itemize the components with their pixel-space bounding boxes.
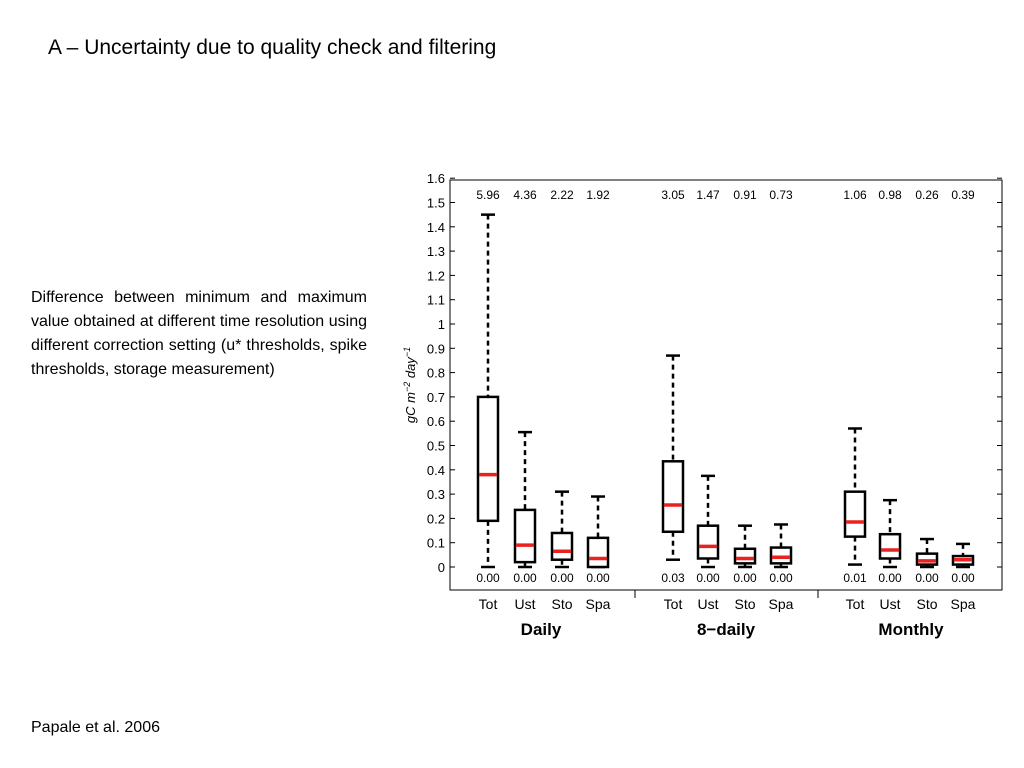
box-iqr: [915, 552, 939, 566]
box-iqr: [513, 508, 537, 564]
y-tick-label: 0.4: [427, 463, 445, 478]
y-tick-label: 0.1: [427, 536, 445, 551]
y-tick-label: 0.3: [427, 487, 445, 502]
x-tick-label: Ust: [880, 596, 901, 612]
slide-title: A – Uncertainty due to quality check and…: [48, 36, 497, 59]
box-iqr: [733, 547, 757, 565]
x-tick-label: Sto: [916, 596, 937, 612]
citation: Papale et al. 2006: [31, 719, 160, 736]
y-axis-label-part: −1: [402, 347, 412, 357]
box-bottom-label: 0.00: [878, 571, 902, 585]
x-tick-label: Spa: [951, 596, 976, 612]
box-top-label: 0.98: [878, 188, 902, 202]
box-bottom-label: 0.00: [951, 571, 975, 585]
box-top-label: 3.05: [661, 188, 685, 202]
y-tick-label: 0.8: [427, 366, 445, 381]
box-top-label: 0.26: [915, 188, 939, 202]
box-iqr: [843, 490, 867, 538]
y-tick-label: 0.9: [427, 341, 445, 356]
plot-frame: [449, 179, 1003, 591]
group-label: 8−daily: [697, 620, 756, 639]
group-label: Daily: [521, 620, 562, 639]
boxplot-chart: 00.10.20.30.40.50.60.70.80.911.11.21.31.…: [402, 171, 1003, 639]
box-top-label: 5.96: [476, 188, 500, 202]
box-bottom-label: 0.00: [586, 571, 610, 585]
box-bottom-label: 0.00: [915, 571, 939, 585]
group-label: Monthly: [878, 620, 944, 639]
y-tick-label: 1.2: [427, 268, 445, 283]
box-iqr: [878, 532, 902, 560]
box-iqr: [476, 395, 500, 523]
y-axis-label-part: day: [403, 356, 418, 382]
box-iqr: [550, 531, 574, 561]
box-bottom-label: 0.00: [550, 571, 574, 585]
box-top-label: 0.91: [733, 188, 757, 202]
box-bottom-label: 0.01: [843, 571, 867, 585]
y-tick-label: 1.6: [427, 171, 445, 186]
box-top-label: 1.92: [586, 188, 610, 202]
box-top-label: 0.39: [951, 188, 975, 202]
box-bottom-label: 0.03: [661, 571, 685, 585]
x-tick-label: Ust: [698, 596, 719, 612]
box-top-label: 1.47: [696, 188, 720, 202]
y-tick-label: 0.6: [427, 414, 445, 429]
x-tick-label: Tot: [664, 596, 683, 612]
x-tick-label: Spa: [586, 596, 611, 612]
y-tick-label: 1.3: [427, 244, 445, 259]
box-top-label: 4.36: [513, 188, 537, 202]
y-tick-label: 1.1: [427, 293, 445, 308]
y-tick-label: 1.5: [427, 196, 445, 211]
box-bottom-label: 0.00: [769, 571, 793, 585]
y-axis-label-part: gC m: [403, 392, 418, 423]
box-bottom-label: 0.00: [476, 571, 500, 585]
x-tick-label: Spa: [769, 596, 794, 612]
description-text: Difference between minimum and maximum v…: [31, 289, 367, 378]
box-top-label: 1.06: [843, 188, 867, 202]
box-top-label: 0.73: [769, 188, 793, 202]
y-tick-label: 0: [438, 560, 445, 575]
y-tick-label: 0.7: [427, 390, 445, 405]
box-bottom-label: 0.00: [696, 571, 720, 585]
box-bottom-label: 0.00: [733, 571, 757, 585]
x-tick-label: Sto: [734, 596, 755, 612]
y-axis-label: gC m−2 day−1: [402, 347, 418, 423]
box-bottom-label: 0.00: [513, 571, 537, 585]
x-tick-label: Ust: [515, 596, 536, 612]
box-iqr: [586, 536, 610, 569]
y-axis-label-part: −2: [402, 382, 412, 392]
y-tick-label: 1: [438, 317, 445, 332]
y-tick-label: 1.4: [427, 220, 445, 235]
box-iqr: [696, 524, 720, 560]
x-tick-label: Tot: [479, 596, 498, 612]
x-tick-label: Tot: [846, 596, 865, 612]
box-iqr: [661, 460, 685, 534]
y-tick-label: 0.2: [427, 511, 445, 526]
y-tick-label: 0.5: [427, 439, 445, 454]
box-top-label: 2.22: [550, 188, 574, 202]
box-iqr: [769, 546, 793, 565]
x-tick-label: Sto: [551, 596, 572, 612]
